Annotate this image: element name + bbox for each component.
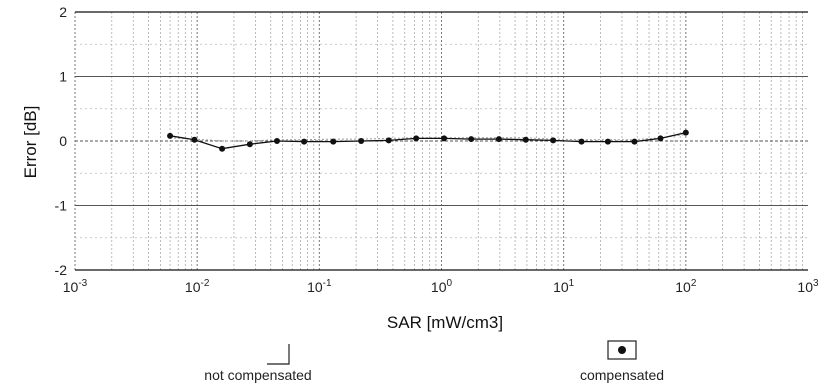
data-point-compensated [246, 141, 253, 148]
legend-symbol-line [267, 344, 290, 365]
x-tick-label: 102 [675, 278, 697, 295]
y-tick-label: 0 [59, 133, 67, 149]
data-point-compensated [682, 129, 689, 136]
data-point-compensated [495, 136, 502, 143]
x-tick-label: 10-1 [307, 278, 332, 295]
data-point-compensated [550, 137, 557, 144]
legend-label-compensated: compensated [580, 367, 664, 383]
data-point-compensated [631, 138, 638, 145]
legend-item-compensated: compensated [580, 340, 664, 383]
data-point-compensated [191, 136, 198, 143]
y-tick-label: 2 [59, 4, 67, 20]
data-point-compensated [358, 138, 365, 144]
data-point-compensated [657, 135, 664, 142]
data-point-compensated [413, 135, 420, 142]
legend-symbol-marker [618, 346, 626, 354]
data-point-compensated [167, 132, 174, 139]
grid [74, 11, 808, 271]
data-series [167, 129, 689, 152]
data-point-compensated [273, 138, 280, 144]
y-tick-label: -2 [55, 262, 68, 278]
x-tick-label: 10-3 [63, 278, 88, 295]
legend-symbol-box [607, 340, 637, 360]
y-tick-label: 1 [59, 69, 67, 85]
data-point-compensated [604, 138, 611, 145]
y-tick-label: -1 [55, 198, 68, 214]
tick-labels: 210-1-210-3 10-2 10-1 100 101 102 103 [55, 4, 819, 295]
data-point-compensated [468, 136, 475, 143]
data-point-compensated [219, 145, 226, 152]
plot-frame [75, 11, 808, 271]
x-tick-label: 100 [431, 278, 453, 295]
data-point-compensated [578, 138, 585, 145]
data-point-compensated [441, 135, 448, 142]
data-point-compensated [385, 137, 392, 144]
data-point-compensated [301, 138, 308, 145]
x-tick-label: 10-2 [185, 278, 210, 295]
legend: not compensated compensated [204, 340, 664, 383]
series-line-compensated [169, 131, 686, 150]
x-axis-label: SAR [mW/cm3] [387, 313, 503, 332]
data-point-compensated [330, 138, 337, 145]
y-axis-label: Error [dB] [21, 106, 40, 179]
legend-label-not-compensated: not compensated [204, 367, 311, 383]
legend-item-not-compensated: not compensated [204, 344, 312, 383]
data-point-compensated [522, 136, 529, 143]
x-tick-label: 101 [553, 278, 575, 295]
x-tick-label: 103 [797, 278, 819, 295]
